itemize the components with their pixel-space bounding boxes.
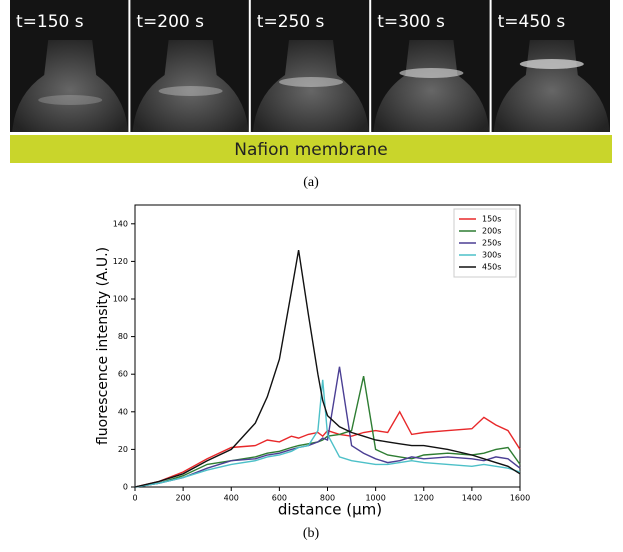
x-tick-label: 1600 xyxy=(510,494,530,503)
fluorescence-band xyxy=(38,95,103,105)
y-tick-label: 140 xyxy=(113,219,128,228)
x-tick-label: 1000 xyxy=(365,494,385,503)
x-tick-label: 200 xyxy=(175,494,190,503)
x-axis-label: distance (µm) xyxy=(278,501,382,519)
fluorescence-band xyxy=(519,59,584,69)
legend-label: 200s xyxy=(482,227,501,236)
frame-label: t=300 s xyxy=(377,12,445,32)
legend-label: 150s xyxy=(482,215,501,224)
y-tick-label: 60 xyxy=(118,370,128,379)
y-axis-label: fluorescence intensity (A.U.) xyxy=(95,247,111,445)
fluorescence-band xyxy=(158,86,223,96)
legend-label: 250s xyxy=(482,239,501,248)
channel-shape xyxy=(253,40,369,132)
legend-label: 450s xyxy=(482,263,501,272)
channel-shape xyxy=(373,40,490,132)
channel-shape xyxy=(493,40,610,132)
y-tick-label: 120 xyxy=(113,257,128,266)
channel-shape xyxy=(132,40,249,132)
x-tick-label: 1400 xyxy=(462,494,482,503)
caption-b: (b) xyxy=(303,526,320,541)
membrane-bar xyxy=(10,135,612,163)
x-tick-label: 0 xyxy=(132,494,137,503)
series-line xyxy=(134,379,521,488)
y-tick-label: 100 xyxy=(113,295,128,304)
y-tick-label: 40 xyxy=(118,407,128,416)
x-tick-label: 600 xyxy=(272,494,287,503)
x-tick-label: 1200 xyxy=(414,494,434,503)
frame-label: t=200 s xyxy=(136,12,204,32)
y-tick-label: 20 xyxy=(118,445,128,454)
x-tick-label: 400 xyxy=(224,494,239,503)
y-tick-label: 0 xyxy=(123,483,128,492)
series-line xyxy=(134,249,521,488)
frame-label: t=450 s xyxy=(498,12,566,32)
series-line xyxy=(134,366,521,488)
legend-label: 300s xyxy=(482,251,501,260)
channel-shape xyxy=(12,40,129,132)
series-line xyxy=(134,410,521,488)
x-tick-label: 800 xyxy=(320,494,335,503)
membrane-label: Nafion membrane xyxy=(234,140,387,160)
series-line xyxy=(134,375,521,488)
y-tick-label: 80 xyxy=(118,332,128,341)
frame-label: t=250 s xyxy=(257,12,325,32)
caption-a: (a) xyxy=(303,175,319,190)
fluorescence-band xyxy=(399,68,464,78)
fluorescence-band xyxy=(279,77,343,87)
frame-label: t=150 s xyxy=(16,12,84,32)
